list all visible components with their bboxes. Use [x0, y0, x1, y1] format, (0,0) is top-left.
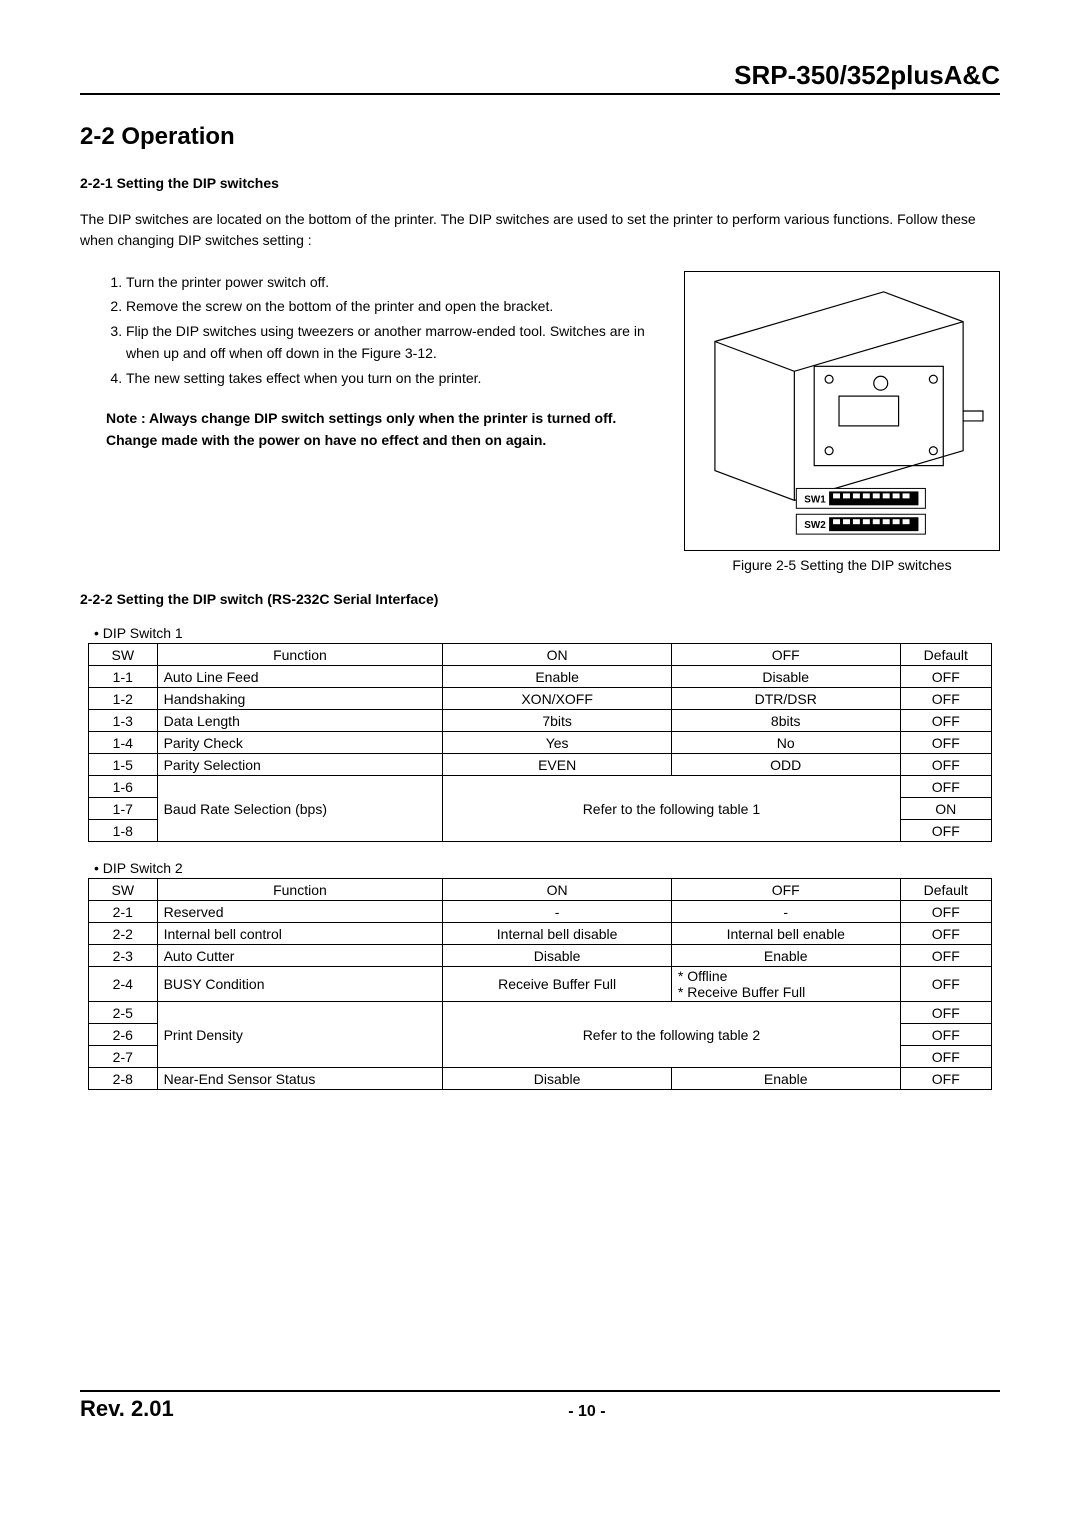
subsection-2-2-1-title: 2-2-1 Setting the DIP switches [80, 175, 1000, 191]
dip-sw2-label: SW2 [804, 520, 826, 531]
step-item: Flip the DIP switches using tweezers or … [126, 320, 664, 365]
footer-rev: Rev. 2.01 [80, 1396, 174, 1422]
table-row: 1-5Parity SelectionEVENODDOFF [89, 754, 992, 776]
table-row: 1-2HandshakingXON/XOFFDTR/DSROFF [89, 688, 992, 710]
table-row: 2-8Near-End Sensor StatusDisableEnableOF… [89, 1068, 992, 1090]
table2-label: • DIP Switch 2 [94, 860, 1000, 876]
th-def: Default [900, 644, 991, 666]
table-row: 2-5 Print Density Refer to the following… [89, 1002, 992, 1024]
dip-switch-2-table: SW Function ON OFF Default 2-1Reserved--… [88, 878, 992, 1090]
dip-sw1-label: SW1 [804, 494, 826, 505]
steps-list: Turn the printer power switch off. Remov… [80, 271, 664, 389]
th-fn: Function [157, 879, 443, 901]
figure-caption: Figure 2-5 Setting the DIP switches [684, 557, 1000, 573]
table-row: 1-3Data Length7bits8bitsOFF [89, 710, 992, 732]
step-item: Turn the printer power switch off. [126, 271, 664, 293]
busy-off-cell: * Offline * Receive Buffer Full [671, 967, 900, 1002]
table-row: 2-1Reserved--OFF [89, 901, 992, 923]
th-off: OFF [671, 879, 900, 901]
note-text: Note : Always change DIP switch settings… [80, 407, 664, 452]
figure-column: SW1 SW2 Figure 2-5 Setting the DIP switc… [684, 271, 1000, 573]
table-header-row: SW Function ON OFF Default [89, 644, 992, 666]
section-title: 2-2 Operation [80, 123, 1000, 151]
th-fn: Function [157, 644, 443, 666]
figure-2-5: SW1 SW2 [684, 271, 1000, 551]
table-header-row: SW Function ON OFF Default [89, 879, 992, 901]
th-on: ON [443, 879, 672, 901]
table-row: 1-6 Baud Rate Selection (bps) Refer to t… [89, 776, 992, 798]
dip-switch-1-table: SW Function ON OFF Default 1-1Auto Line … [88, 643, 992, 842]
instructions-left: Turn the printer power switch off. Remov… [80, 271, 664, 573]
step-item: The new setting takes effect when you tu… [126, 367, 664, 389]
footer-page: - 10 - [568, 1403, 605, 1420]
table-row: 2-2Internal bell controlInternal bell di… [89, 923, 992, 945]
th-sw: SW [89, 644, 158, 666]
instructions-row: Turn the printer power switch off. Remov… [80, 271, 1000, 573]
step-item: Remove the screw on the bottom of the pr… [126, 295, 664, 317]
intro-paragraph: The DIP switches are located on the bott… [80, 209, 1000, 251]
th-sw: SW [89, 879, 158, 901]
table-row: 2-4 BUSY Condition Receive Buffer Full *… [89, 967, 992, 1002]
table-row: 2-3Auto CutterDisableEnableOFF [89, 945, 992, 967]
subsection-2-2-2-title: 2-2-2 Setting the DIP switch (RS-232C Se… [80, 591, 1000, 607]
th-def: Default [900, 879, 991, 901]
page-footer: Rev. 2.01 - 10 - [80, 1390, 1000, 1422]
page-header: SRP-350/352plusA&C [80, 60, 1000, 95]
table-row: 1-4Parity CheckYesNoOFF [89, 732, 992, 754]
th-off: OFF [671, 644, 900, 666]
table-row: 1-1Auto Line FeedEnableDisableOFF [89, 666, 992, 688]
th-on: ON [443, 644, 672, 666]
table1-label: • DIP Switch 1 [94, 625, 1000, 641]
